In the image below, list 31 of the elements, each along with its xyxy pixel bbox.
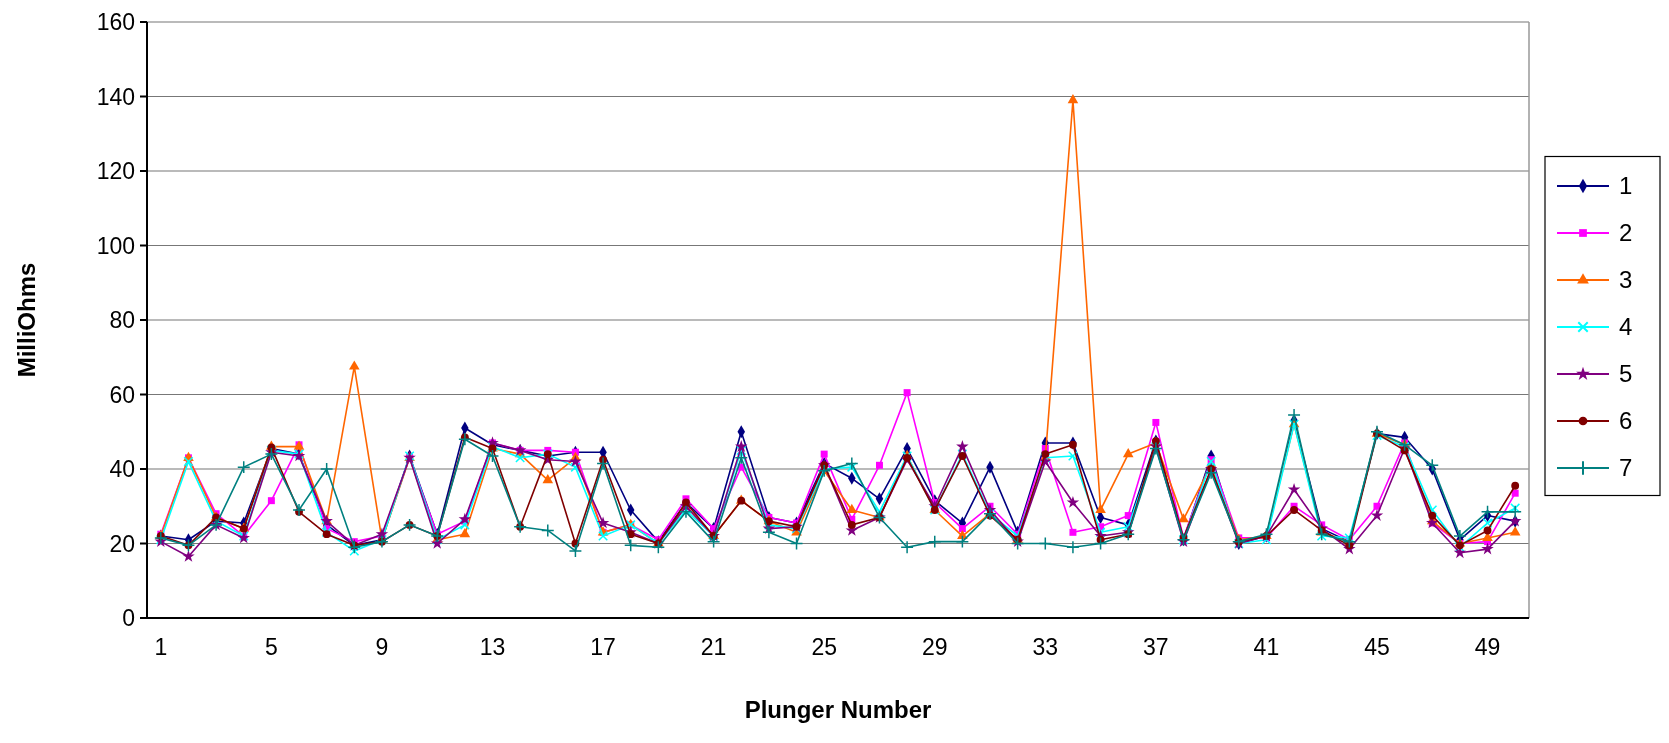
y-axis-title: MilliOhms xyxy=(13,262,40,378)
y-tick-label: 80 xyxy=(109,307,135,334)
x-tick-label: 17 xyxy=(590,634,616,660)
x-tick-label: 1 xyxy=(154,634,168,660)
x-tick-label: 21 xyxy=(700,634,727,660)
x-tick-label: 5 xyxy=(264,634,278,660)
y-tick-label: 120 xyxy=(96,158,135,185)
y-tick-label: 60 xyxy=(109,381,135,408)
x-tick-label: 13 xyxy=(479,634,506,660)
x-tick-label: 45 xyxy=(1364,634,1390,660)
y-tick-label: 100 xyxy=(96,232,135,259)
y-tick-label: 20 xyxy=(109,530,135,557)
y-tick-label: 40 xyxy=(109,456,135,483)
x-tick-label: 29 xyxy=(921,634,948,660)
y-tick-label: 140 xyxy=(96,83,135,110)
y-tick-label: 0 xyxy=(122,605,135,632)
legend-label: 2 xyxy=(1619,219,1633,247)
legend-label: 4 xyxy=(1619,313,1633,341)
legend-label: 7 xyxy=(1619,454,1633,482)
legend-label: 3 xyxy=(1619,266,1633,294)
legend-label: 1 xyxy=(1619,172,1633,200)
x-tick-label: 25 xyxy=(811,634,837,660)
x-tick-label: 37 xyxy=(1143,634,1169,660)
x-tick-label: 33 xyxy=(1032,634,1059,660)
x-tick-label: 41 xyxy=(1253,634,1280,660)
y-tick-label: 160 xyxy=(96,9,135,36)
x-tick-label: 49 xyxy=(1474,634,1501,660)
x-tick-label: 9 xyxy=(375,634,389,660)
x-axis-title: Plunger Number xyxy=(744,696,932,723)
legend-label: 5 xyxy=(1619,360,1633,388)
legend-label: 6 xyxy=(1619,407,1633,435)
